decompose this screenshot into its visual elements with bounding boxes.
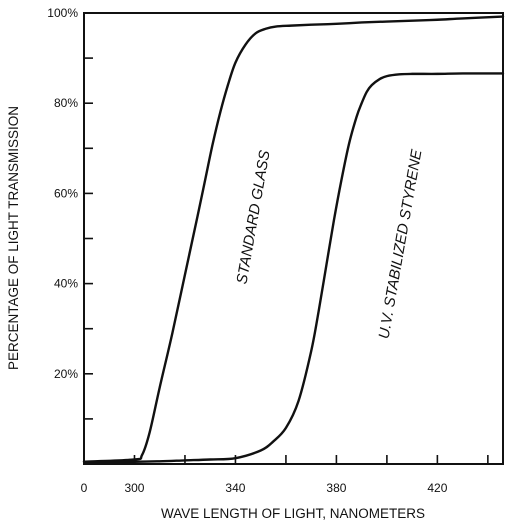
series-label-standard-glass: STANDARD GLASS xyxy=(233,149,273,285)
y-tick-label: 100% xyxy=(47,6,78,20)
x-tick-label: 300 xyxy=(124,481,144,495)
series-line-standard-glass xyxy=(82,15,505,463)
x-axis-ticks: 0 300 340 380 420 xyxy=(81,455,489,495)
y-tick-label: 80% xyxy=(54,96,78,110)
x-axis-title: WAVE LENGTH OF LIGHT, NANOMETERS xyxy=(161,506,425,521)
y-tick-label: 40% xyxy=(54,277,78,291)
x-tick-label: 0 xyxy=(81,481,88,495)
plot-frame xyxy=(83,12,504,465)
x-tick-label: 340 xyxy=(225,481,245,495)
series-line-uv-stabilized-styrene xyxy=(82,72,505,463)
y-tick-label: 60% xyxy=(54,186,78,200)
y-axis-ticks: 20% 40% 60% 80% 100% xyxy=(47,6,93,420)
x-tick-label: 420 xyxy=(427,481,447,495)
series-label-uv-stabilized-styrene: U.V. STABILIZED STYRENE xyxy=(376,147,426,340)
y-axis-title: PERCENTAGE OF LIGHT TRANSMISSION xyxy=(6,106,21,370)
x-tick-label: 380 xyxy=(326,481,346,495)
series-curves xyxy=(82,15,505,463)
y-tick-label: 20% xyxy=(54,367,78,381)
